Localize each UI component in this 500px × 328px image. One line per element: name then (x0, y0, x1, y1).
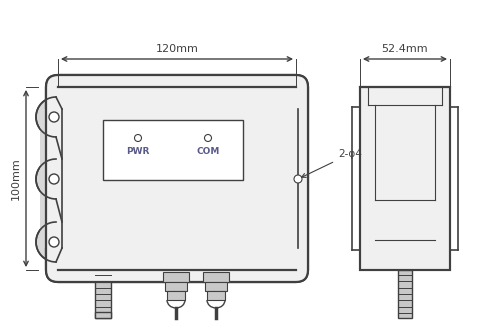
Text: 2-φ4: 2-φ4 (302, 149, 362, 177)
Bar (398, 270, 412, 318)
Bar (203, 272, 229, 282)
Bar (360, 87, 450, 270)
Bar (207, 291, 225, 300)
Bar (163, 272, 189, 282)
Circle shape (36, 222, 76, 262)
Bar (205, 282, 227, 291)
Text: 100mm: 100mm (11, 157, 21, 200)
Circle shape (134, 134, 141, 141)
Circle shape (49, 112, 59, 122)
Circle shape (204, 134, 212, 141)
Bar (165, 282, 187, 291)
Text: COM: COM (196, 148, 220, 156)
Bar (360, 87, 450, 270)
Text: 52.4mm: 52.4mm (382, 44, 428, 54)
Bar (103, 120, 243, 180)
Circle shape (49, 237, 59, 247)
Bar (40, 109, 62, 248)
Text: 120mm: 120mm (156, 44, 198, 54)
Circle shape (294, 175, 302, 183)
Bar (167, 291, 185, 300)
FancyBboxPatch shape (46, 75, 308, 282)
FancyBboxPatch shape (46, 75, 308, 282)
Circle shape (36, 159, 76, 199)
Bar (95, 312, 111, 318)
Circle shape (49, 174, 59, 184)
Circle shape (36, 97, 76, 137)
Text: PWR: PWR (126, 148, 150, 156)
Bar (95, 270, 111, 318)
